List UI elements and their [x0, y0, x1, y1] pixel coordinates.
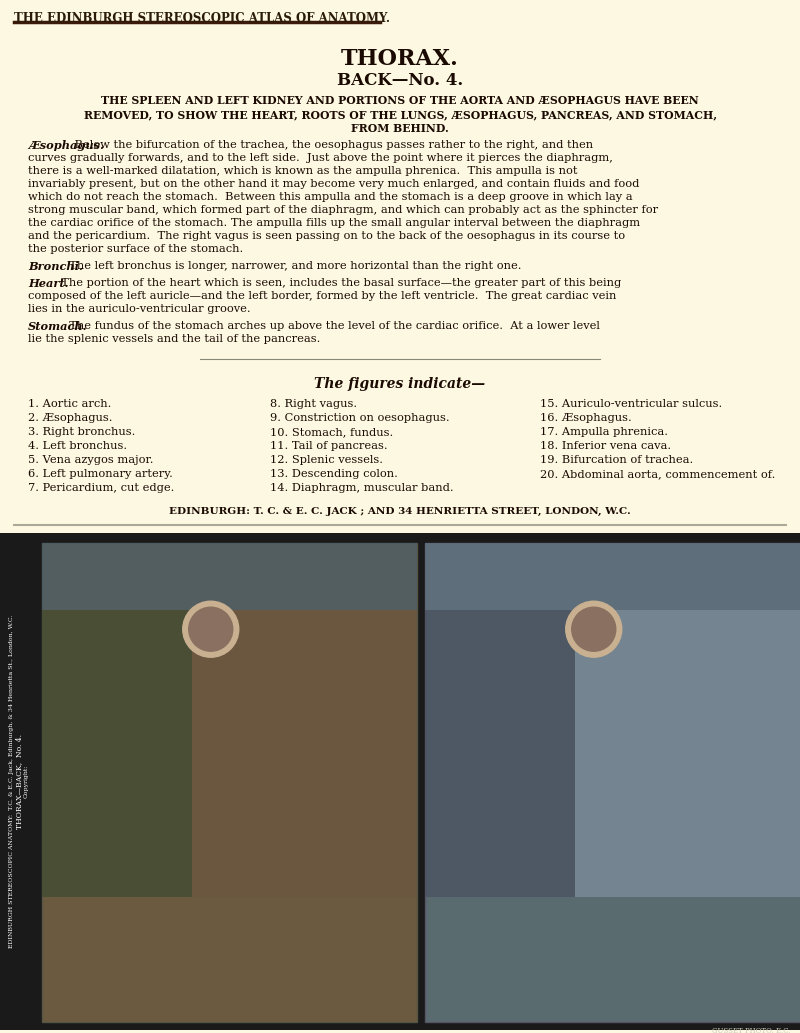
Text: invariably present, but on the other hand it may become very much enlarged, and : invariably present, but on the other han…: [28, 179, 639, 189]
Bar: [425, 543, 800, 611]
Bar: [425, 611, 575, 898]
Text: 6. Left pulmonary artery.: 6. Left pulmonary artery.: [28, 469, 173, 479]
Text: Stomach.: Stomach.: [28, 321, 88, 332]
Text: composed of the left auricle—and the left border, formed by the left ventricle. : composed of the left auricle—and the lef…: [28, 291, 616, 301]
Text: 10. Stomach, fundus.: 10. Stomach, fundus.: [270, 427, 394, 437]
Text: Æsophagus.: Æsophagus.: [28, 140, 104, 151]
Text: GUSSET PHOTO. E.C.: GUSSET PHOTO. E.C.: [711, 1027, 790, 1033]
Bar: [575, 611, 800, 898]
Text: The portion of the heart which is seen, includes the basal surface—the greater p: The portion of the heart which is seen, …: [54, 278, 621, 288]
Text: 9. Constriction on oesophagus.: 9. Constriction on oesophagus.: [270, 413, 450, 422]
Text: 3. Right bronchus.: 3. Right bronchus.: [28, 427, 135, 437]
Circle shape: [182, 601, 238, 657]
Bar: [42, 543, 417, 1022]
Text: 16. Æsophagus.: 16. Æsophagus.: [540, 413, 632, 422]
Text: 12. Splenic vessels.: 12. Splenic vessels.: [270, 455, 383, 465]
Text: 14. Diaphragm, muscular band.: 14. Diaphragm, muscular band.: [270, 483, 454, 493]
Bar: [192, 611, 417, 898]
Text: Heart.: Heart.: [28, 278, 69, 289]
Text: Copyright:: Copyright:: [23, 764, 29, 799]
Bar: [42, 543, 417, 611]
Text: 8. Right vagus.: 8. Right vagus.: [270, 399, 357, 409]
Bar: [425, 543, 800, 1022]
Text: THE EDINBURGH STEREOSCOPIC ATLAS OF ANATOMY.: THE EDINBURGH STEREOSCOPIC ATLAS OF ANAT…: [14, 12, 390, 25]
Text: THORAX—BACK,  No. 4.: THORAX—BACK, No. 4.: [15, 734, 23, 829]
Text: 15. Auriculo-ventricular sulcus.: 15. Auriculo-ventricular sulcus.: [540, 399, 722, 409]
Text: 7. Pericardium, cut edge.: 7. Pericardium, cut edge.: [28, 483, 174, 493]
Text: The fundus of the stomach arches up above the level of the cardiac orifice.  At : The fundus of the stomach arches up abov…: [62, 321, 600, 331]
Text: curves gradually forwards, and to the left side.  Just above the point where it : curves gradually forwards, and to the le…: [28, 153, 613, 163]
Text: 20. Abdominal aorta, commencement of.: 20. Abdominal aorta, commencement of.: [540, 469, 775, 479]
Text: 11. Tail of pancreas.: 11. Tail of pancreas.: [270, 441, 388, 451]
Text: The figures indicate—: The figures indicate—: [314, 377, 486, 392]
Text: Below the bifurcation of the trachea, the oesophagus passes rather to the right,: Below the bifurcation of the trachea, th…: [70, 140, 593, 150]
Text: REMOVED, TO SHOW THE HEART, ROOTS OF THE LUNGS, ÆSOPHAGUS, PANCREAS, AND STOMACH: REMOVED, TO SHOW THE HEART, ROOTS OF THE…: [83, 109, 717, 120]
Circle shape: [572, 607, 616, 651]
Text: 18. Inferior vena cava.: 18. Inferior vena cava.: [540, 441, 671, 451]
Text: and the pericardium.  The right vagus is seen passing on to the back of the oeso: and the pericardium. The right vagus is …: [28, 231, 625, 241]
Text: which do not reach the stomach.  Between this ampulla and the stomach is a deep : which do not reach the stomach. Between …: [28, 192, 633, 202]
Text: strong muscular band, which formed part of the diaphragm, and which can probably: strong muscular band, which formed part …: [28, 205, 658, 215]
Text: the posterior surface of the stomach.: the posterior surface of the stomach.: [28, 244, 243, 254]
Text: Bronchi.: Bronchi.: [28, 261, 83, 272]
Text: lie the splenic vessels and the tail of the pancreas.: lie the splenic vessels and the tail of …: [28, 334, 320, 344]
Text: 2. Æsophagus.: 2. Æsophagus.: [28, 413, 113, 422]
Text: FROM BEHIND.: FROM BEHIND.: [351, 123, 449, 134]
Text: EDINBURGH: T. C. & E. C. JACK ; AND 34 HENRIETTA STREET, LONDON, W.C.: EDINBURGH: T. C. & E. C. JACK ; AND 34 H…: [169, 507, 631, 516]
Text: THE SPLEEN AND LEFT KIDNEY AND PORTIONS OF THE AORTA AND ÆSOPHAGUS HAVE BEEN: THE SPLEEN AND LEFT KIDNEY AND PORTIONS …: [101, 95, 699, 106]
Text: BACK—No. 4.: BACK—No. 4.: [337, 72, 463, 89]
Circle shape: [566, 601, 622, 657]
Text: 4. Left bronchus.: 4. Left bronchus.: [28, 441, 127, 451]
Text: 1. Aortic arch.: 1. Aortic arch.: [28, 399, 111, 409]
Text: THORAX.: THORAX.: [341, 48, 459, 70]
Text: there is a well-marked dilatation, which is known as the ampulla phrenica.  This: there is a well-marked dilatation, which…: [28, 166, 578, 176]
Text: 17. Ampulla phrenica.: 17. Ampulla phrenica.: [540, 427, 668, 437]
Text: 19. Bifurcation of trachea.: 19. Bifurcation of trachea.: [540, 455, 694, 465]
Bar: [42, 611, 192, 898]
Text: EDINBURGH STEREOSCOPIC ANATOMY:  T.C. & E.C. Jack, Edinburgh, & 34 Henrietta St.: EDINBURGH STEREOSCOPIC ANATOMY: T.C. & E…: [10, 615, 14, 948]
Text: 13. Descending colon.: 13. Descending colon.: [270, 469, 398, 479]
Bar: [0, 533, 800, 1030]
Bar: [0, 533, 38, 1030]
Circle shape: [189, 607, 233, 651]
Text: The left bronchus is longer, narrower, and more horizontal than the right one.: The left bronchus is longer, narrower, a…: [62, 261, 522, 271]
Text: the cardiac orifice of the stomach. The ampulla fills up the small angular inter: the cardiac orifice of the stomach. The …: [28, 218, 640, 228]
Text: lies in the auriculo-ventricular groove.: lies in the auriculo-ventricular groove.: [28, 304, 250, 314]
Text: 5. Vena azygos major.: 5. Vena azygos major.: [28, 455, 154, 465]
